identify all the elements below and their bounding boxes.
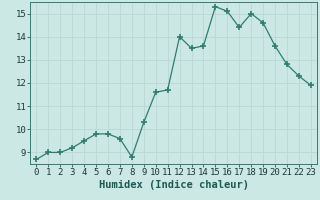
X-axis label: Humidex (Indice chaleur): Humidex (Indice chaleur) bbox=[99, 180, 249, 190]
